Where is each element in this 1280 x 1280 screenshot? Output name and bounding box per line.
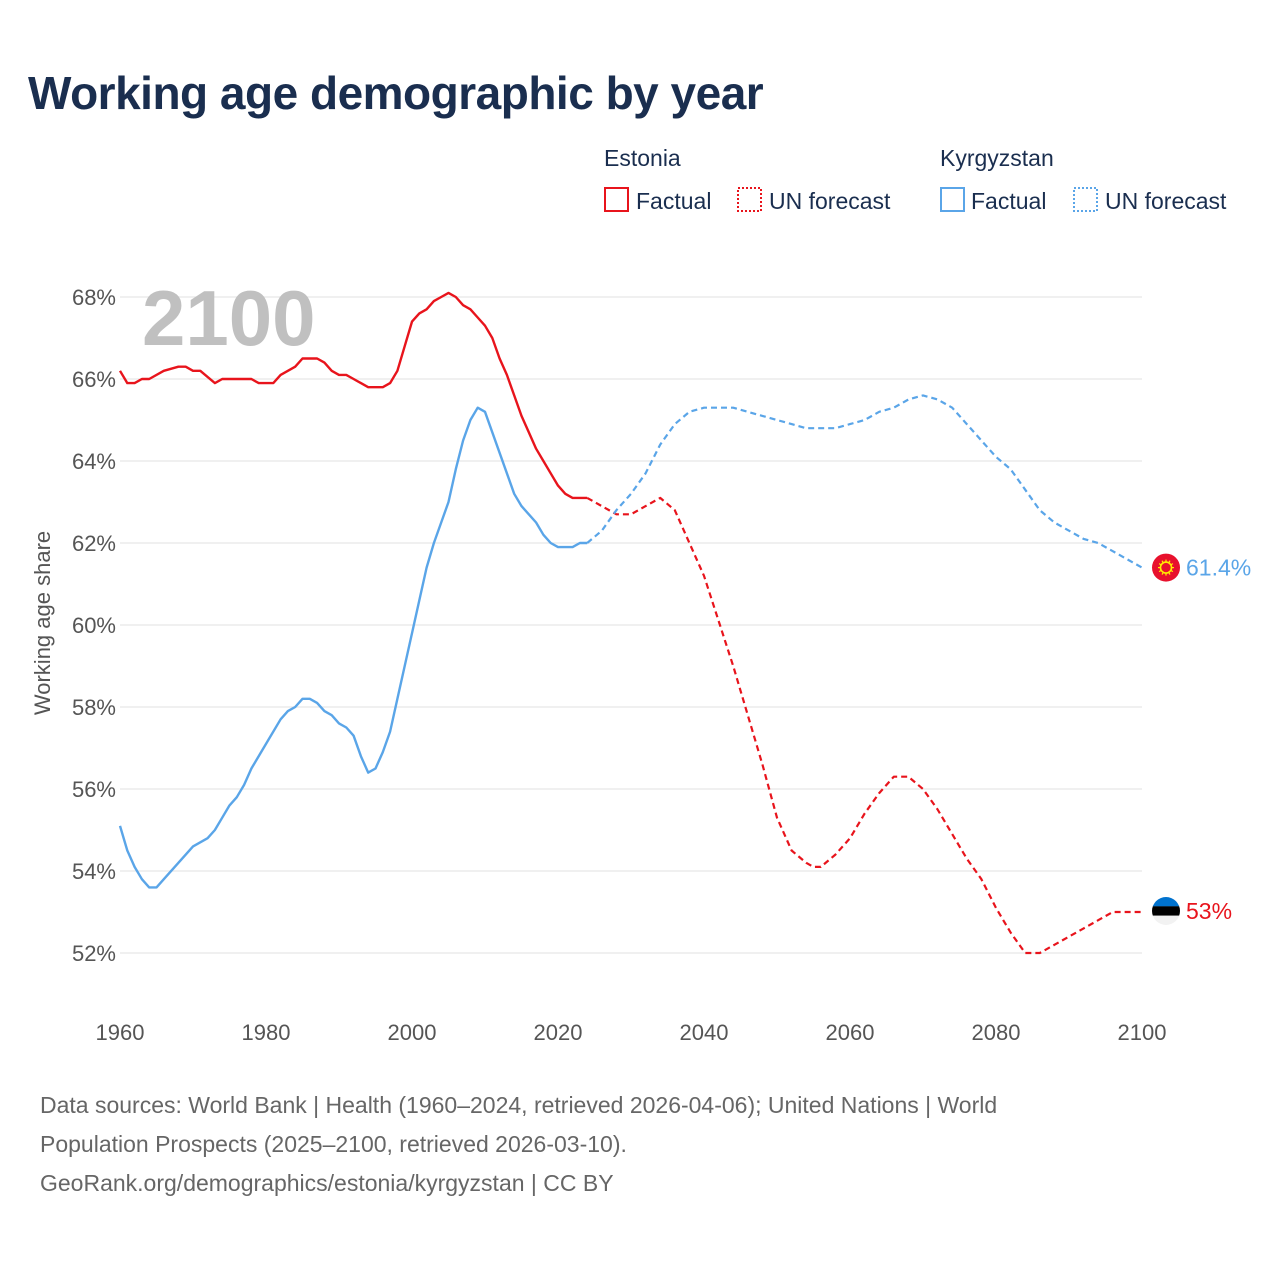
kyrgyzstan-end-label: 61.4%	[1186, 555, 1251, 581]
x-tick-label: 2020	[534, 1020, 583, 1045]
x-tick-label: 1960	[96, 1020, 145, 1045]
x-tick-label: 2040	[680, 1020, 729, 1045]
legend-group-kyrgyzstan: Kyrgyzstan	[940, 145, 1054, 171]
y-tick-label: 52%	[72, 941, 116, 966]
legend-label-kyrgyzstan-forecast: UN forecast	[1105, 188, 1227, 214]
y-tick-label: 58%	[72, 695, 116, 720]
grid-lines	[120, 296, 1142, 954]
y-tick-labels: 52% 54% 56% 58% 60% 62% 64% 66% 68%	[72, 285, 116, 966]
x-tick-label: 2060	[826, 1020, 875, 1045]
estonia-factual-line	[118, 291, 588, 500]
y-tick-label: 62%	[72, 531, 116, 556]
end-markers: 53% 61.4%	[1152, 553, 1251, 925]
kyrgyzstan-forecast-line	[586, 394, 1143, 569]
kyrgyzstan-factual-line	[118, 406, 588, 889]
legend-label-kyrgyzstan-factual: Factual	[971, 188, 1046, 214]
y-tick-label: 64%	[72, 449, 116, 474]
legend-group-estonia: Estonia	[604, 145, 681, 171]
legend-swatch-estonia-factual	[604, 187, 629, 212]
x-tick-label: 2000	[388, 1020, 437, 1045]
x-tick-label: 2100	[1118, 1020, 1167, 1045]
y-tick-label: 68%	[72, 285, 116, 310]
kyrgyzstan-flag-icon	[1152, 553, 1180, 582]
y-axis-label: Working age share	[30, 531, 55, 715]
estonia-flag-icon	[1152, 897, 1180, 925]
legend-label-estonia-factual: Factual	[636, 188, 711, 214]
estonia-end-label: 53%	[1186, 898, 1232, 924]
source-footer: Data sources: World Bank | Health (1960–…	[40, 1086, 1240, 1203]
y-tick-label: 56%	[72, 777, 116, 802]
y-tick-label: 60%	[72, 613, 116, 638]
estonia-forecast-line	[586, 496, 1142, 955]
series-lines	[118, 291, 1143, 955]
legend-swatch-estonia-forecast	[737, 187, 762, 212]
y-tick-label: 66%	[72, 367, 116, 392]
legend-swatch-kyrgyzstan-forecast	[1073, 187, 1098, 212]
legend-swatch-kyrgyzstan-factual	[940, 187, 965, 212]
legend: Estonia Factual UN forecast Kyrgyzstan F…	[604, 145, 1227, 214]
year-label: 2100	[142, 274, 316, 362]
x-tick-label: 2080	[972, 1020, 1021, 1045]
footer-line-1: Data sources: World Bank | Health (1960–…	[40, 1092, 998, 1118]
x-tick-label: 1980	[242, 1020, 291, 1045]
page-title: Working age demographic by year	[28, 67, 764, 119]
line-chart: 2100 52% 54% 56% 58% 60% 62% 64% 66% 68% 1960 198…	[30, 145, 1251, 1045]
x-tick-labels: 1960 1980 2000 2020 2040 2060 2080 2100	[96, 1020, 1167, 1045]
y-tick-label: 54%	[72, 859, 116, 884]
legend-label-estonia-forecast: UN forecast	[769, 188, 891, 214]
footer-line-2: Population Prospects (2025–2100, retriev…	[40, 1131, 627, 1157]
footer-line-3: GeoRank.org/demographics/estonia/kyrgyzs…	[40, 1170, 614, 1196]
